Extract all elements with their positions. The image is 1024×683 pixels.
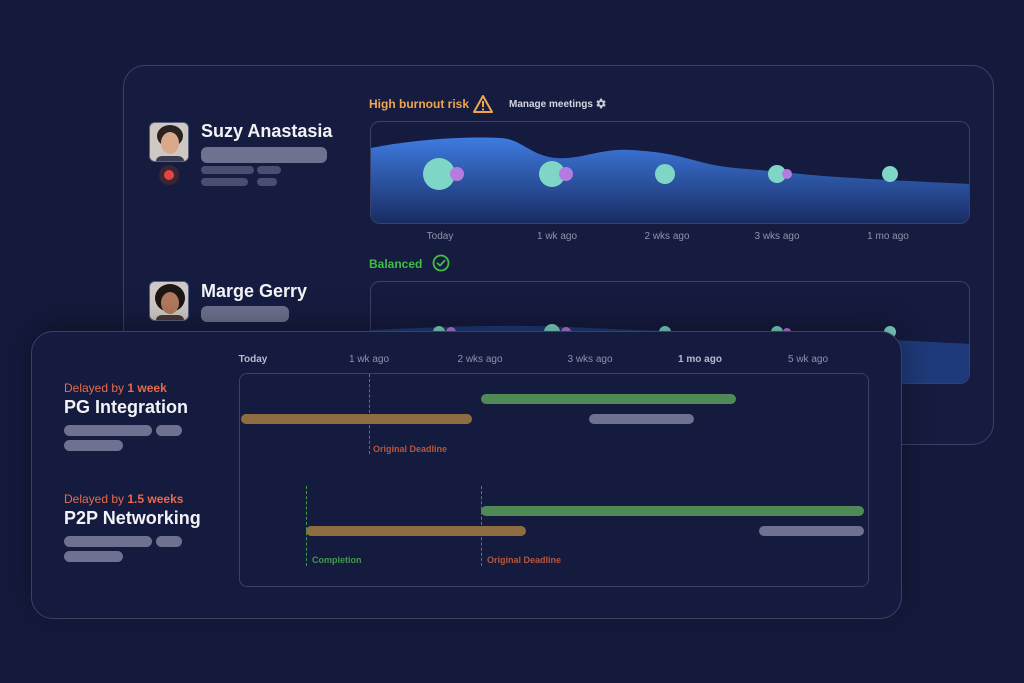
placeholder-bar	[201, 166, 254, 174]
gear-icon[interactable]	[594, 97, 607, 115]
manage-meetings-link[interactable]: Manage meetings	[509, 99, 593, 110]
burnout-chart	[370, 121, 970, 224]
placeholder-bar	[201, 306, 289, 322]
placeholder-bar	[201, 147, 327, 163]
person-avatar-icon	[150, 282, 188, 320]
timeline-tick: 3 wks ago	[567, 354, 613, 365]
data-point	[423, 158, 464, 190]
balanced-status-label: Balanced	[369, 257, 423, 271]
placeholder-bar	[64, 440, 123, 451]
completion-label: Completion	[312, 555, 362, 565]
placeholder-bar	[201, 178, 248, 186]
delay-amount: 1 week	[127, 381, 167, 395]
timeline-tick: 2 wks ago	[457, 354, 503, 365]
timeline-tick: 5 wk ago	[787, 354, 829, 365]
data-point	[539, 161, 573, 187]
data-point	[655, 164, 675, 184]
original-deadline-marker	[481, 486, 482, 566]
project-delays-panel	[31, 331, 902, 619]
data-point	[882, 166, 898, 182]
axis-tick: Today	[426, 231, 454, 242]
timeline-tick: 1 wk ago	[348, 354, 390, 365]
person-name: Marge Gerry	[201, 281, 308, 301]
timeline-bar-planned[interactable]	[759, 526, 864, 536]
project-title: P2P Networking	[64, 508, 201, 528]
timeline-tick: 1 mo ago	[678, 354, 722, 365]
timeline-bar-actual[interactable]	[481, 394, 736, 404]
warning-icon	[473, 95, 493, 118]
timeline-tick: Today	[238, 354, 268, 365]
axis-tick: 2 wks ago	[644, 231, 690, 242]
timeline-bar-planned[interactable]	[589, 414, 694, 424]
burnout-area-chart	[371, 137, 969, 223]
placeholder-bar	[64, 551, 123, 562]
avatar[interactable]	[149, 122, 189, 162]
delay-amount: 1.5 weeks	[127, 492, 184, 506]
check-circle-icon	[432, 254, 450, 277]
placeholder-bar	[64, 536, 152, 547]
placeholder-bar	[156, 425, 182, 436]
timeline-bar-delay[interactable]	[306, 526, 526, 536]
status-indicator	[159, 165, 179, 185]
completion-marker	[306, 486, 307, 566]
placeholder-bar	[257, 166, 281, 174]
axis-tick: 1 wk ago	[536, 231, 578, 242]
timeline-chart	[239, 373, 869, 587]
placeholder-bar	[257, 178, 277, 186]
avatar[interactable]	[149, 281, 189, 321]
person-name: Suzy Anastasia	[201, 121, 333, 141]
original-deadline-label: Original Deadline	[373, 444, 448, 454]
placeholder-bar	[64, 425, 152, 436]
axis-tick: 3 wks ago	[754, 231, 800, 242]
original-deadline-label: Original Deadline	[487, 555, 562, 565]
delay-prefix: Delayed by	[64, 381, 128, 395]
burnout-status-label: High burnout risk	[369, 97, 469, 111]
delay-label: Delayed by 1.5 weeks	[64, 492, 183, 506]
placeholder-bar	[156, 536, 182, 547]
axis-tick: 1 mo ago	[867, 231, 909, 242]
timeline-bar-actual[interactable]	[481, 506, 864, 516]
delay-label: Delayed by 1 week	[64, 381, 167, 395]
original-deadline-marker	[369, 374, 370, 454]
delay-prefix: Delayed by	[64, 492, 128, 506]
project-title: PG Integration	[64, 397, 189, 417]
timeline-bar-delay[interactable]	[241, 414, 472, 424]
person-avatar-icon	[150, 123, 188, 161]
data-point	[768, 165, 792, 183]
